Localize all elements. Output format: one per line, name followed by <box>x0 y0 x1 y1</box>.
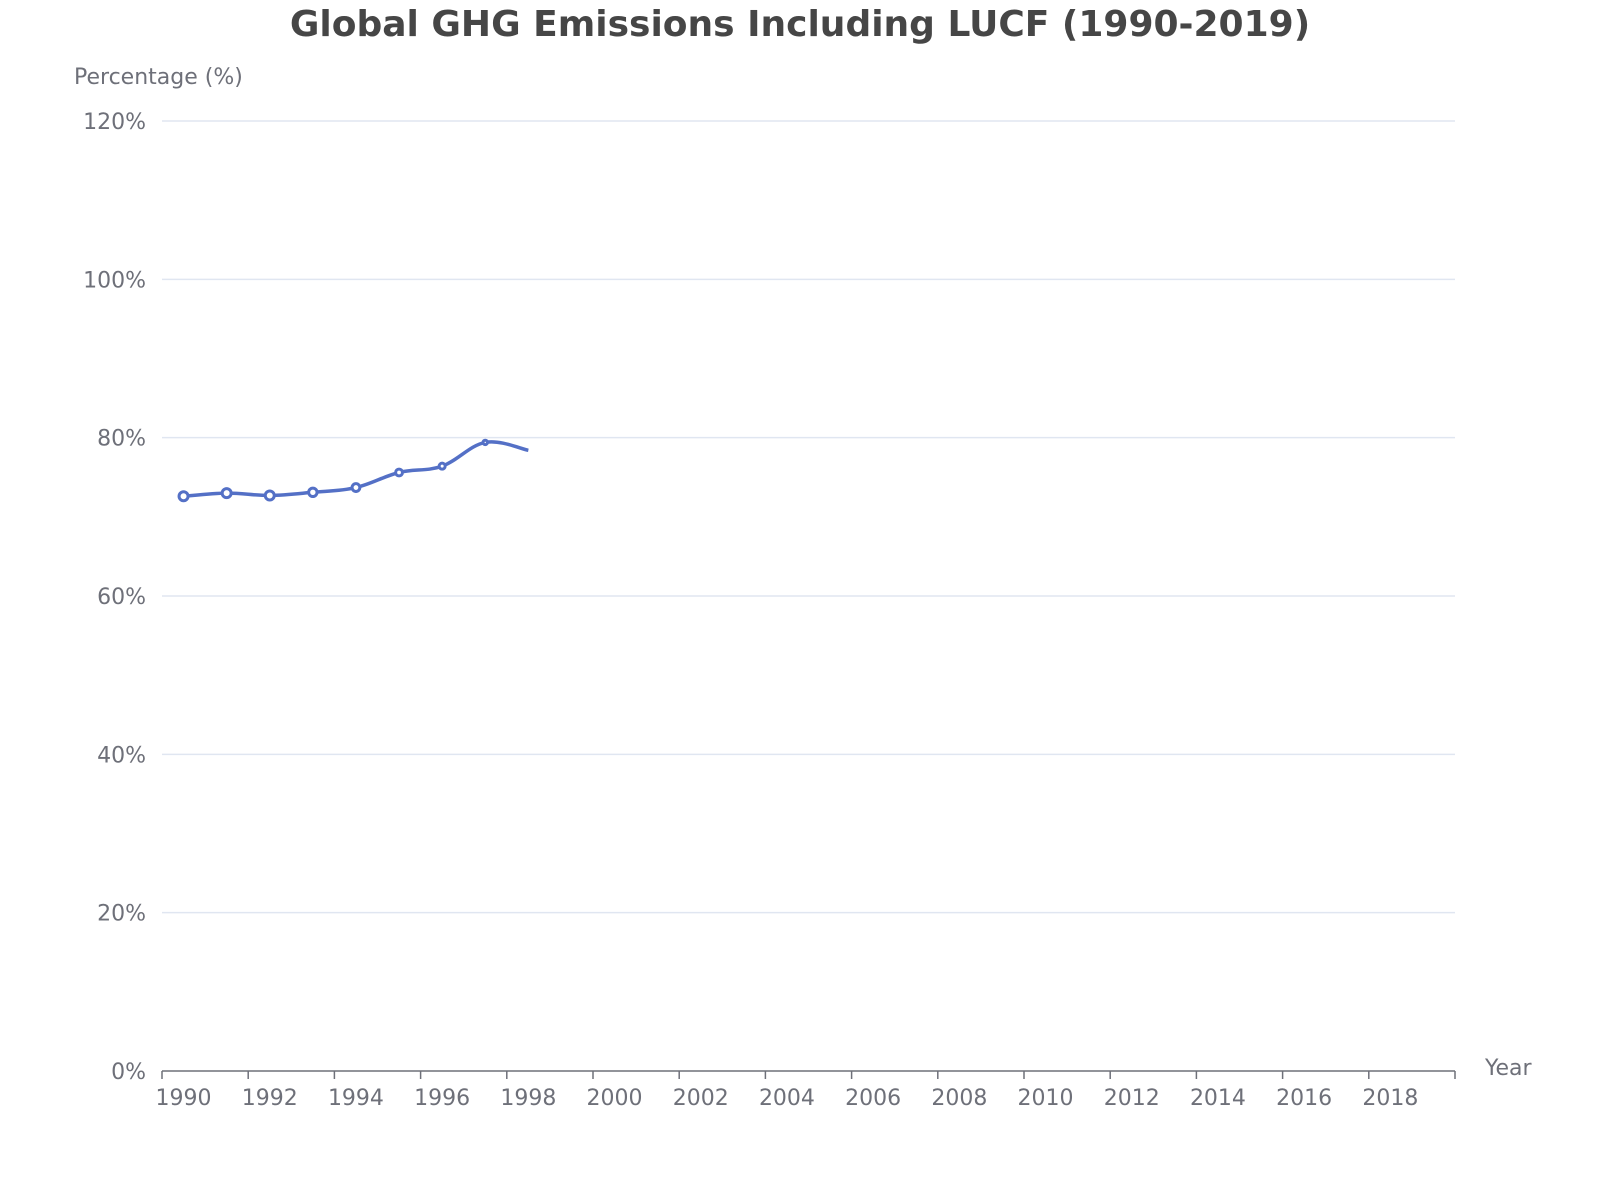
y-axis-ticks: 0% 20% 40% 60% 80% 100% 120% <box>83 110 146 1085</box>
y-tick-label: 100% <box>83 268 146 293</box>
data-point[interactable] <box>394 467 404 478</box>
x-tick-label: 1996 <box>414 1086 470 1111</box>
chart-title: Global GHG Emissions Including LUCF (199… <box>289 4 1311 45</box>
x-tick-label: 1992 <box>242 1086 298 1111</box>
y-tick-label: 80% <box>97 427 146 452</box>
data-point[interactable] <box>177 490 190 503</box>
y-tick-label: 120% <box>83 110 146 135</box>
x-tick-label: 2002 <box>673 1086 729 1111</box>
x-axis-ticks: 1990 1992 1994 1996 1998 2000 2002 2004 2006 2008… <box>156 1071 1456 1111</box>
series-layer <box>177 438 529 503</box>
data-point[interactable] <box>263 489 276 502</box>
x-tick-label: 2018 <box>1362 1086 1418 1111</box>
grid-lines <box>162 120 1455 914</box>
data-point[interactable] <box>220 487 233 500</box>
x-tick-label: 1998 <box>500 1086 556 1111</box>
x-tick-label: 1990 <box>156 1086 212 1111</box>
data-point[interactable] <box>307 486 319 498</box>
data-point[interactable] <box>437 461 447 471</box>
x-tick-label: 2004 <box>759 1086 815 1111</box>
x-tick-label: 2000 <box>587 1086 643 1111</box>
y-tick-label: 0% <box>111 1060 146 1085</box>
x-tick-label: 2012 <box>1104 1086 1160 1111</box>
x-tick-label: 2016 <box>1276 1086 1332 1111</box>
y-tick-label: 40% <box>97 743 146 768</box>
x-tick-label: 2010 <box>1018 1086 1074 1111</box>
x-tick-label: 2014 <box>1190 1086 1246 1111</box>
axes: 1990 1992 1994 1996 1998 2000 2002 2004 2006 2008… <box>74 65 1533 1111</box>
y-axis-label: Percentage (%) <box>74 65 243 90</box>
data-point[interactable] <box>481 438 489 447</box>
x-tick-label: 1994 <box>328 1086 384 1111</box>
x-axis-label: Year <box>1484 1056 1533 1081</box>
y-tick-label: 60% <box>97 585 146 610</box>
data-point[interactable] <box>350 482 362 493</box>
x-tick-label: 2008 <box>931 1086 987 1111</box>
x-tick-label: 2006 <box>845 1086 901 1111</box>
y-tick-label: 20% <box>97 902 146 927</box>
